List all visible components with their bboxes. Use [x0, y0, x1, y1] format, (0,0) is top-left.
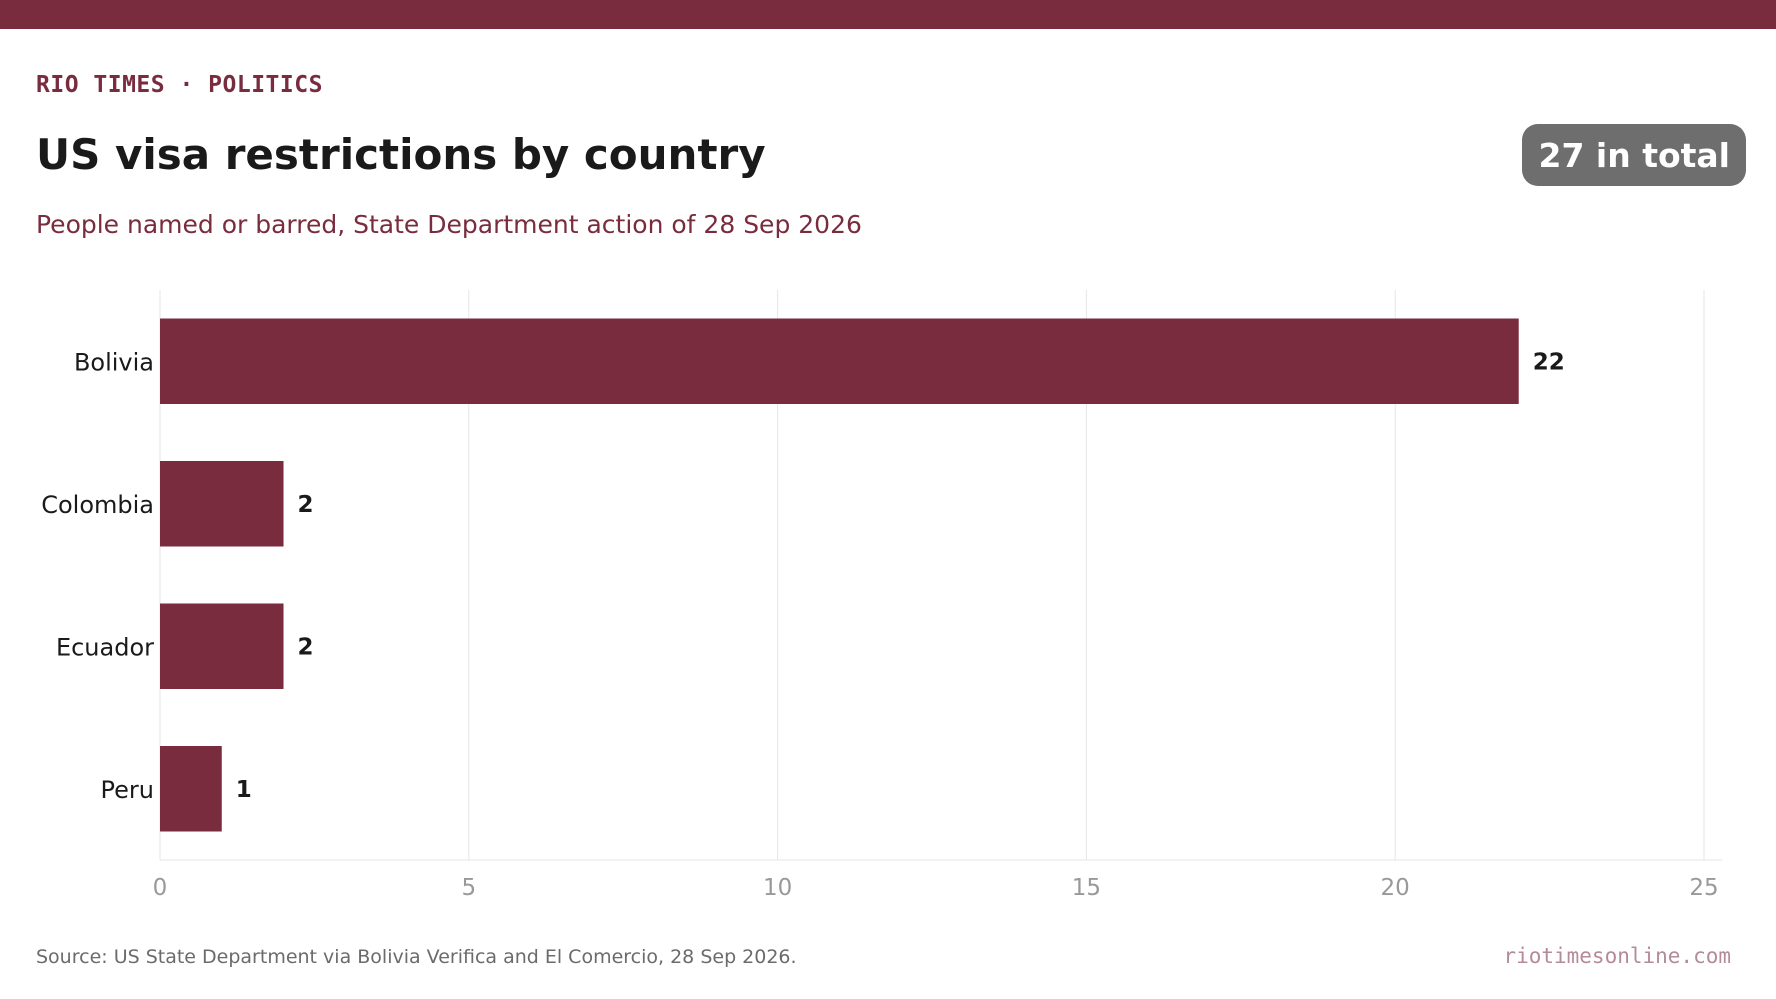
value-label: 22: [1533, 349, 1565, 375]
chart-title: US visa restrictions by country: [36, 130, 766, 179]
bar-ecuador: [160, 603, 284, 689]
value-label: 1: [236, 777, 252, 803]
x-tick-label: 10: [763, 875, 792, 901]
site-url[interactable]: riotimesonline.com: [1503, 944, 1731, 968]
section-kicker: RIO TIMES · POLITICS: [36, 72, 323, 98]
x-tick-label: 0: [153, 875, 168, 901]
x-tick-label: 20: [1381, 875, 1410, 901]
category-label: Colombia: [41, 491, 154, 519]
top-accent-bar: [0, 0, 1776, 29]
value-label: 2: [298, 634, 314, 660]
bar-colombia: [160, 461, 284, 547]
x-tick-label: 25: [1689, 875, 1718, 901]
source-note: Source: US State Department via Bolivia …: [36, 946, 797, 968]
category-label: Peru: [101, 776, 154, 804]
category-label: Bolivia: [74, 348, 154, 376]
bar-chart: 0 5 10 15 20 25 Bolivia 22 Colombia 2 Ecuador 2 Peru…: [41, 290, 1722, 901]
category-label: Ecuador: [56, 633, 154, 661]
x-tick-label: 15: [1072, 875, 1101, 901]
bar-peru: [160, 746, 222, 832]
x-tick-label: 5: [461, 875, 476, 901]
value-label: 2: [298, 492, 314, 518]
total-badge: 27 in total: [1522, 124, 1746, 186]
chart-subtitle: People named or barred, State Department…: [36, 210, 862, 239]
bar-bolivia: [160, 318, 1519, 404]
